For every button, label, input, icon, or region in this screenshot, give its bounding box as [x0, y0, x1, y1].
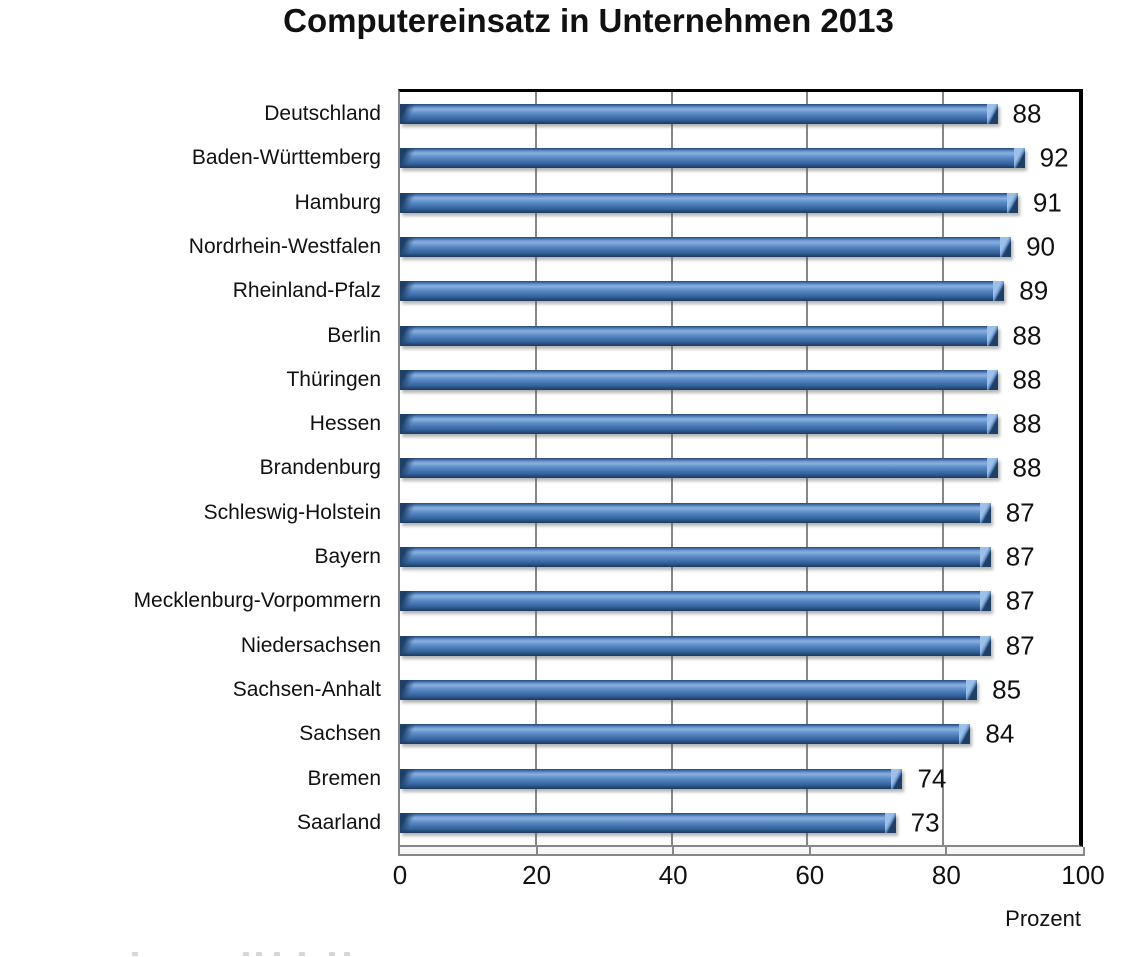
bar-row: 74: [400, 756, 1079, 800]
category-axis-labels: Deutschland Baden-Württemberg Hamburg No…: [0, 92, 398, 845]
bar: [400, 192, 1018, 213]
category-label: Sachsen: [299, 722, 381, 746]
category-label: Hamburg: [294, 190, 381, 214]
bar: [400, 679, 978, 700]
bar-row: 90: [400, 225, 1079, 269]
bar: [400, 635, 991, 656]
axis-tick: [535, 847, 538, 854]
category-label: Thüringen: [286, 367, 381, 391]
x-tick-label: 100: [1061, 860, 1105, 890]
cutoff-speck: [132, 952, 138, 956]
bar: [400, 591, 991, 612]
bar-rows: 88 92 91 90 89 88 88 88 88 87 87: [400, 92, 1079, 845]
bar: [400, 369, 998, 390]
cutoff-speck: [344, 952, 350, 956]
category-label: Baden-Württemberg: [191, 146, 381, 170]
x-axis-title: Prozent: [1005, 906, 1081, 931]
category-label: Bayern: [314, 545, 381, 569]
x-tick-label: 0: [392, 860, 408, 890]
bar-value-label: 87: [1005, 630, 1035, 661]
bar-row: 85: [400, 668, 1079, 712]
bar-row: 89: [400, 269, 1079, 313]
bar: [400, 237, 1012, 258]
cutoff-speck: [274, 952, 280, 956]
x-tick-label: 20: [522, 860, 552, 890]
bar: [400, 325, 998, 346]
category-label: Sachsen-Anhalt: [232, 677, 381, 701]
category-label: Mecklenburg-Vorpommern: [133, 589, 381, 613]
bar: [400, 768, 903, 789]
bar: [400, 414, 998, 435]
category-label: Deutschland: [264, 102, 381, 126]
bar: [400, 104, 998, 125]
bar: [400, 502, 991, 523]
category-label: Hessen: [309, 412, 381, 436]
cutoff-speck: [329, 952, 335, 956]
bar-value-label: 74: [917, 763, 947, 794]
cutoff-text-artifact: [0, 950, 1133, 957]
bar-row: 87: [400, 535, 1079, 579]
category-label: Schleswig-Holstein: [203, 500, 381, 524]
bar-value-label: 88: [1012, 364, 1042, 395]
bar-row: 88: [400, 446, 1079, 490]
bar-row: 92: [400, 136, 1079, 180]
x-axis-floor-band: [398, 847, 1085, 856]
axis-tick: [808, 847, 811, 854]
category-label: Nordrhein-Westfalen: [188, 235, 381, 259]
bar-value-label: 88: [1012, 408, 1042, 439]
bar: [400, 281, 1005, 302]
bar-row: 88: [400, 358, 1079, 402]
bar-value-label: 90: [1026, 231, 1056, 262]
bar: [400, 547, 991, 568]
x-tick-label: 60: [795, 860, 825, 890]
bar-value-label: 88: [1012, 452, 1042, 483]
bar-value-label: 91: [1032, 187, 1062, 218]
x-tick-label: 40: [658, 860, 688, 890]
cutoff-speck: [299, 952, 305, 956]
bar-value-label: 87: [1005, 541, 1035, 572]
bar-value-label: 88: [1012, 320, 1042, 351]
bar-value-label: 88: [1012, 98, 1042, 129]
bar-row: 84: [400, 712, 1079, 756]
bar: [400, 458, 998, 479]
bar-value-label: 92: [1039, 142, 1069, 173]
category-label: Bremen: [307, 766, 381, 790]
bar-value-label: 87: [1005, 497, 1035, 528]
axis-tick: [945, 847, 948, 854]
bar: [400, 812, 896, 833]
bar-row: 88: [400, 402, 1079, 446]
x-axis-tick-labels: 0 20 40 60 80 100: [393, 860, 1105, 894]
plot-area: 88 92 91 90 89 88 88 88 88 87 87: [398, 89, 1083, 847]
axis-tick: [672, 847, 675, 854]
x-tick-label: 80: [931, 860, 961, 890]
cutoff-speck: [256, 952, 262, 956]
category-label: Rheinland-Pfalz: [232, 279, 381, 303]
cutoff-speck: [243, 952, 249, 956]
bar-value-label: 73: [910, 807, 940, 838]
bar-row: 91: [400, 181, 1079, 225]
bar-value-label: 87: [1005, 585, 1035, 616]
bar-row: 88: [400, 92, 1079, 136]
chart-title: Computereinsatz in Unternehmen 2013: [283, 2, 894, 39]
bar: [400, 148, 1025, 169]
category-label: Brandenburg: [259, 456, 381, 480]
bar-row: 87: [400, 624, 1079, 668]
category-label: Niedersachsen: [240, 633, 381, 657]
bar-value-label: 89: [1019, 275, 1049, 306]
bar-row: 73: [400, 801, 1079, 845]
bar-value-label: 84: [985, 718, 1015, 749]
category-label: Saarland: [296, 810, 381, 834]
bar-value-label: 85: [992, 674, 1022, 705]
bar-row: 88: [400, 313, 1079, 357]
category-label: Berlin: [327, 323, 381, 347]
bar-row: 87: [400, 579, 1079, 623]
bar: [400, 724, 971, 745]
bar-row: 87: [400, 491, 1079, 535]
